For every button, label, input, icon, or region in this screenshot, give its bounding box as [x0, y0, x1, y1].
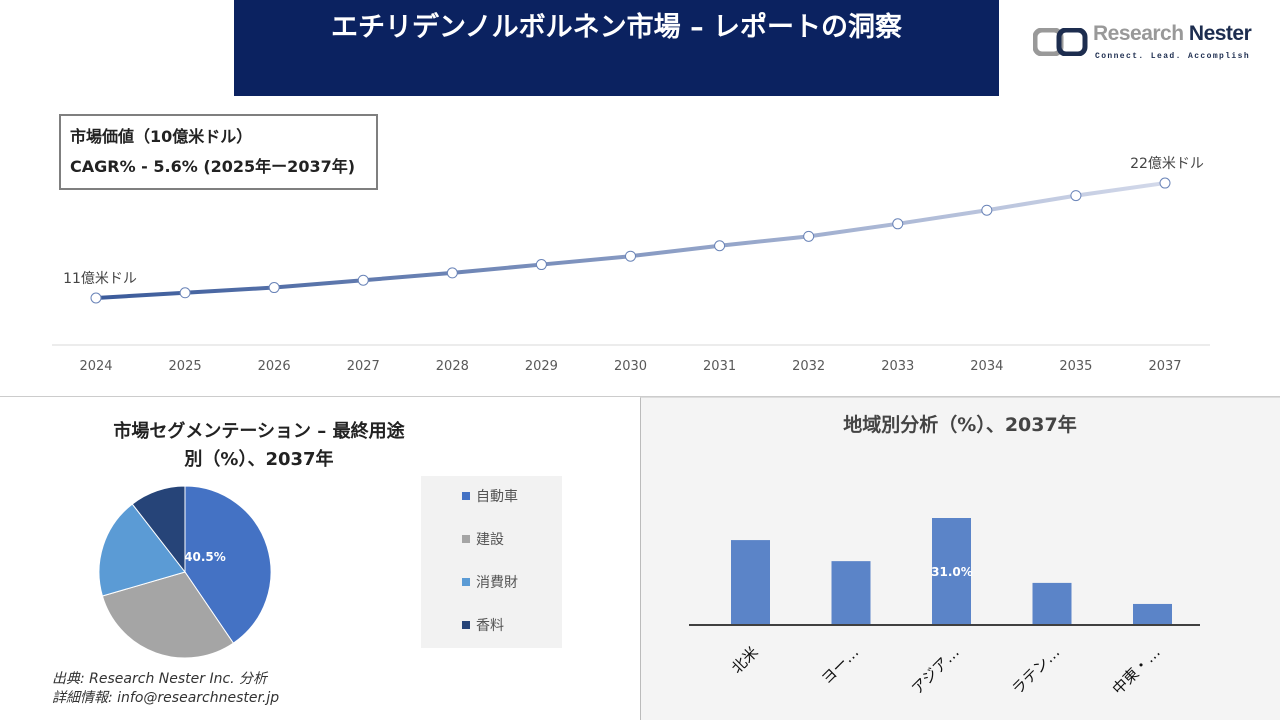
pie-slice — [131, 485, 186, 574]
bar-data-label: 31.0% — [931, 565, 973, 579]
data-point — [357, 274, 369, 286]
page-title: エチリデンノルボルネン市場 – レポートの洞察 — [234, 0, 999, 96]
value-annotation: 11億米ドル — [63, 271, 137, 287]
legend-label: 消費財 — [476, 575, 518, 591]
bar — [731, 540, 770, 625]
x-tick-label: 2033 — [881, 359, 914, 374]
logo-name-1: Research — [1093, 22, 1184, 45]
pie-title: 市場セグメンテーション – 最終用途別（%）、2037年 — [113, 421, 405, 470]
data-point — [535, 259, 547, 271]
data-point — [981, 204, 993, 216]
data-point — [268, 282, 280, 294]
x-tick-label: ヨー… — [818, 643, 863, 688]
x-tick-label: 2025 — [169, 359, 202, 374]
market-value-label: 市場価値（10億米ドル） — [70, 127, 253, 146]
pie-chart: 40.5% — [98, 485, 272, 659]
data-point — [1159, 177, 1171, 189]
legend-label: 香料 — [476, 618, 504, 634]
pie-slice — [184, 485, 272, 644]
info-box: 市場価値（10億米ドル） CAGR% - 5.6% (2025年ー2037年) — [59, 114, 378, 190]
legend-item: 消費財 — [462, 572, 518, 592]
legend-item: 建設 — [462, 529, 504, 549]
legend-swatch — [462, 492, 470, 500]
data-point — [446, 267, 458, 279]
logo-mark-icon — [1033, 28, 1088, 56]
legend-swatch — [462, 621, 470, 629]
divider — [0, 396, 1280, 397]
pie-legend: 自動車建設消費財香料 — [421, 476, 562, 648]
value-annotation: 22億米ドル — [1130, 156, 1204, 172]
x-tick-label: 2034 — [970, 359, 1003, 374]
cagr-label: CAGR% - 5.6% (2025年ー2037年) — [70, 157, 356, 176]
x-tick-label: 2031 — [703, 359, 736, 374]
x-tick-label: 2032 — [792, 359, 825, 374]
data-point — [179, 287, 191, 299]
legend-item: 香料 — [462, 615, 504, 635]
legend-item: 自動車 — [462, 486, 518, 506]
bar — [1032, 582, 1072, 625]
x-tick-label: 北米 — [728, 643, 762, 677]
x-tick-label: 2030 — [614, 359, 647, 374]
market-value-line-chart: 2024 2025 2026 2027 2028 2029 2030 2031 2032 2033… — [52, 156, 1210, 374]
series-line — [95, 181, 1166, 300]
research-nester-logo: Research Nester Connect. Lead. Accomplis… — [1033, 22, 1273, 68]
bar — [1133, 603, 1172, 625]
legend-label: 自動車 — [476, 489, 518, 505]
x-tick-label: 2035 — [1059, 359, 1092, 374]
data-point — [1070, 190, 1082, 202]
data-point — [90, 292, 102, 304]
x-tick-label: 2037 — [1148, 359, 1181, 374]
pie-slice — [98, 503, 186, 597]
pie-slice — [101, 571, 235, 659]
bar-title: 地域別分析（%）、2037年 — [843, 414, 1077, 436]
bar — [831, 561, 871, 625]
x-tick-label: 2027 — [347, 359, 380, 374]
data-point — [714, 240, 726, 252]
contact-text: 詳細情報: info@researchnester.jp — [52, 690, 280, 706]
data-point — [625, 250, 636, 262]
logo-name-2: Nester — [1188, 22, 1252, 45]
x-tick-label: 2024 — [79, 359, 112, 374]
x-tick-label: ラテン… — [1008, 643, 1063, 698]
x-tick-label: アジア… — [908, 643, 963, 698]
data-point — [803, 230, 815, 242]
source-text: 出典: Research Nester Inc. 分析 — [52, 671, 268, 687]
x-tick-label: 2026 — [258, 359, 291, 374]
pie-data-label: 40.5% — [184, 550, 226, 564]
x-tick-label: 2028 — [436, 359, 469, 374]
regional-bar-chart: 北米 ヨー… 31.0% アジア… ラテン… 中東・… — [689, 518, 1200, 698]
x-tick-label: 中東・… — [1109, 643, 1164, 698]
data-point — [892, 218, 904, 230]
logo-tagline: Connect. Lead. Accomplish — [1095, 52, 1251, 61]
legend-swatch — [462, 535, 470, 543]
legend-swatch — [462, 578, 470, 586]
bar — [932, 518, 971, 625]
x-tick-label: 2029 — [525, 359, 558, 374]
legend-label: 建設 — [476, 532, 504, 548]
